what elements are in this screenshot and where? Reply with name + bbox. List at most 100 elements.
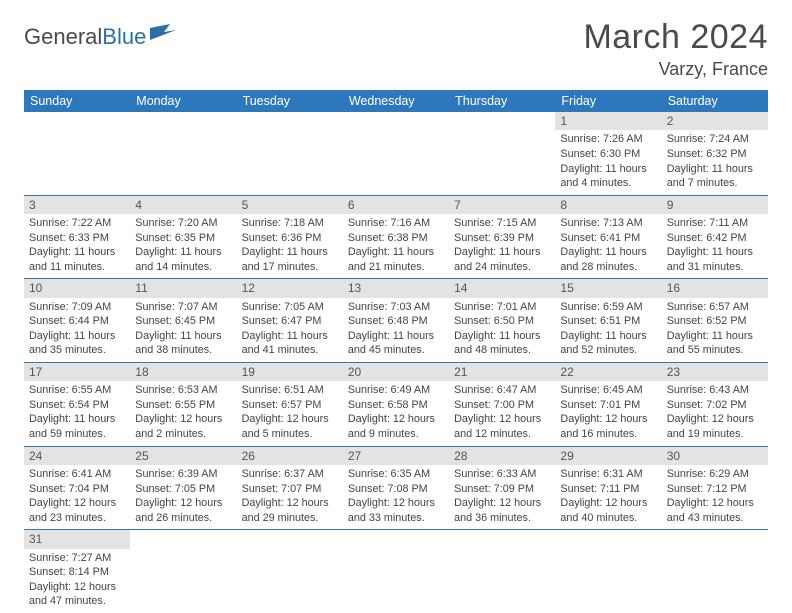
daylight-text: Daylight: 11 hours and 48 minutes.: [454, 329, 550, 358]
sunrise-text: Sunrise: 7:22 AM: [29, 216, 125, 231]
sunrise-text: Sunrise: 6:53 AM: [135, 383, 231, 398]
sunset-text: Sunset: 7:12 PM: [667, 482, 763, 497]
sunset-text: Sunset: 7:08 PM: [348, 482, 444, 497]
sunrise-text: Sunrise: 7:24 AM: [667, 132, 763, 147]
daylight-text: Daylight: 12 hours and 5 minutes.: [242, 412, 338, 441]
calendar-cell: 22Sunrise: 6:45 AMSunset: 7:01 PMDayligh…: [555, 362, 661, 446]
sunrise-text: Sunrise: 6:49 AM: [348, 383, 444, 398]
sunset-text: Sunset: 6:51 PM: [560, 314, 656, 329]
sunset-text: Sunset: 6:48 PM: [348, 314, 444, 329]
calendar-cell: 20Sunrise: 6:49 AMSunset: 6:58 PMDayligh…: [343, 362, 449, 446]
calendar-cell: 2Sunrise: 7:24 AMSunset: 6:32 PMDaylight…: [662, 112, 768, 195]
sunrise-text: Sunrise: 6:51 AM: [242, 383, 338, 398]
weekday-header: Friday: [555, 90, 661, 112]
day-number: 11: [130, 279, 236, 297]
day-body: Sunrise: 7:11 AMSunset: 6:42 PMDaylight:…: [662, 214, 768, 278]
sunset-text: Sunset: 6:38 PM: [348, 231, 444, 246]
day-number: 6: [343, 196, 449, 214]
day-body: Sunrise: 6:59 AMSunset: 6:51 PMDaylight:…: [555, 298, 661, 362]
day-number: 21: [449, 363, 555, 381]
logo-flag-icon: [150, 24, 176, 44]
weekday-header: Thursday: [449, 90, 555, 112]
sunset-text: Sunset: 6:32 PM: [667, 147, 763, 162]
daylight-text: Daylight: 11 hours and 59 minutes.: [29, 412, 125, 441]
sunset-text: Sunset: 6:50 PM: [454, 314, 550, 329]
daylight-text: Daylight: 12 hours and 16 minutes.: [560, 412, 656, 441]
calendar-cell: 16Sunrise: 6:57 AMSunset: 6:52 PMDayligh…: [662, 279, 768, 363]
sunset-text: Sunset: 6:41 PM: [560, 231, 656, 246]
day-number: 22: [555, 363, 661, 381]
day-number: 5: [237, 196, 343, 214]
calendar-cell: 9Sunrise: 7:11 AMSunset: 6:42 PMDaylight…: [662, 195, 768, 279]
sunrise-text: Sunrise: 6:59 AM: [560, 300, 656, 315]
day-number: 7: [449, 196, 555, 214]
day-body: Sunrise: 7:05 AMSunset: 6:47 PMDaylight:…: [237, 298, 343, 362]
sunrise-text: Sunrise: 7:03 AM: [348, 300, 444, 315]
calendar-cell: 14Sunrise: 7:01 AMSunset: 6:50 PMDayligh…: [449, 279, 555, 363]
day-number: 1: [555, 112, 661, 130]
logo-text-2: Blue: [102, 24, 146, 50]
sunrise-text: Sunrise: 7:13 AM: [560, 216, 656, 231]
sunrise-text: Sunrise: 7:07 AM: [135, 300, 231, 315]
sunrise-text: Sunrise: 6:33 AM: [454, 467, 550, 482]
sunset-text: Sunset: 7:09 PM: [454, 482, 550, 497]
calendar-week-row: 31Sunrise: 7:27 AMSunset: 8:14 PMDayligh…: [24, 530, 768, 613]
daylight-text: Daylight: 12 hours and 29 minutes.: [242, 496, 338, 525]
day-body: Sunrise: 7:22 AMSunset: 6:33 PMDaylight:…: [24, 214, 130, 278]
sunrise-text: Sunrise: 7:05 AM: [242, 300, 338, 315]
calendar-week-row: 24Sunrise: 6:41 AMSunset: 7:04 PMDayligh…: [24, 446, 768, 530]
day-number: 28: [449, 447, 555, 465]
daylight-text: Daylight: 11 hours and 38 minutes.: [135, 329, 231, 358]
sunset-text: Sunset: 7:01 PM: [560, 398, 656, 413]
day-number: 29: [555, 447, 661, 465]
sunset-text: Sunset: 6:52 PM: [667, 314, 763, 329]
day-number: 18: [130, 363, 236, 381]
calendar-cell: [449, 530, 555, 613]
calendar-table: Sunday Monday Tuesday Wednesday Thursday…: [24, 90, 768, 613]
sunrise-text: Sunrise: 6:47 AM: [454, 383, 550, 398]
calendar-cell: 27Sunrise: 6:35 AMSunset: 7:08 PMDayligh…: [343, 446, 449, 530]
day-number: 4: [130, 196, 236, 214]
title-block: March 2024 Varzy, France: [583, 18, 768, 80]
sunset-text: Sunset: 6:33 PM: [29, 231, 125, 246]
daylight-text: Daylight: 11 hours and 52 minutes.: [560, 329, 656, 358]
calendar-cell: [237, 112, 343, 195]
sunrise-text: Sunrise: 6:55 AM: [29, 383, 125, 398]
day-body: Sunrise: 6:49 AMSunset: 6:58 PMDaylight:…: [343, 381, 449, 445]
daylight-text: Daylight: 11 hours and 7 minutes.: [667, 162, 763, 191]
day-body: Sunrise: 6:43 AMSunset: 7:02 PMDaylight:…: [662, 381, 768, 445]
calendar-cell: [662, 530, 768, 613]
calendar-cell: 5Sunrise: 7:18 AMSunset: 6:36 PMDaylight…: [237, 195, 343, 279]
day-body: Sunrise: 7:15 AMSunset: 6:39 PMDaylight:…: [449, 214, 555, 278]
daylight-text: Daylight: 12 hours and 40 minutes.: [560, 496, 656, 525]
sunrise-text: Sunrise: 7:01 AM: [454, 300, 550, 315]
sunset-text: Sunset: 6:30 PM: [560, 147, 656, 162]
calendar-cell: 6Sunrise: 7:16 AMSunset: 6:38 PMDaylight…: [343, 195, 449, 279]
sunrise-text: Sunrise: 6:37 AM: [242, 467, 338, 482]
header: GeneralBlue March 2024 Varzy, France: [24, 18, 768, 80]
sunset-text: Sunset: 8:14 PM: [29, 565, 125, 580]
day-number: 10: [24, 279, 130, 297]
sunset-text: Sunset: 6:47 PM: [242, 314, 338, 329]
calendar-cell: [130, 530, 236, 613]
daylight-text: Daylight: 12 hours and 47 minutes.: [29, 580, 125, 609]
daylight-text: Daylight: 11 hours and 35 minutes.: [29, 329, 125, 358]
sunset-text: Sunset: 6:36 PM: [242, 231, 338, 246]
day-body: Sunrise: 7:13 AMSunset: 6:41 PMDaylight:…: [555, 214, 661, 278]
calendar-cell: [343, 112, 449, 195]
sunrise-text: Sunrise: 6:39 AM: [135, 467, 231, 482]
calendar-cell: 30Sunrise: 6:29 AMSunset: 7:12 PMDayligh…: [662, 446, 768, 530]
calendar-cell: 8Sunrise: 7:13 AMSunset: 6:41 PMDaylight…: [555, 195, 661, 279]
sunrise-text: Sunrise: 6:35 AM: [348, 467, 444, 482]
daylight-text: Daylight: 11 hours and 24 minutes.: [454, 245, 550, 274]
calendar-cell: 24Sunrise: 6:41 AMSunset: 7:04 PMDayligh…: [24, 446, 130, 530]
calendar-week-row: 10Sunrise: 7:09 AMSunset: 6:44 PMDayligh…: [24, 279, 768, 363]
day-body: Sunrise: 6:47 AMSunset: 7:00 PMDaylight:…: [449, 381, 555, 445]
sunset-text: Sunset: 6:58 PM: [348, 398, 444, 413]
daylight-text: Daylight: 11 hours and 14 minutes.: [135, 245, 231, 274]
daylight-text: Daylight: 12 hours and 2 minutes.: [135, 412, 231, 441]
daylight-text: Daylight: 12 hours and 43 minutes.: [667, 496, 763, 525]
day-body: Sunrise: 7:03 AMSunset: 6:48 PMDaylight:…: [343, 298, 449, 362]
day-body: Sunrise: 6:37 AMSunset: 7:07 PMDaylight:…: [237, 465, 343, 529]
weekday-header-row: Sunday Monday Tuesday Wednesday Thursday…: [24, 90, 768, 112]
